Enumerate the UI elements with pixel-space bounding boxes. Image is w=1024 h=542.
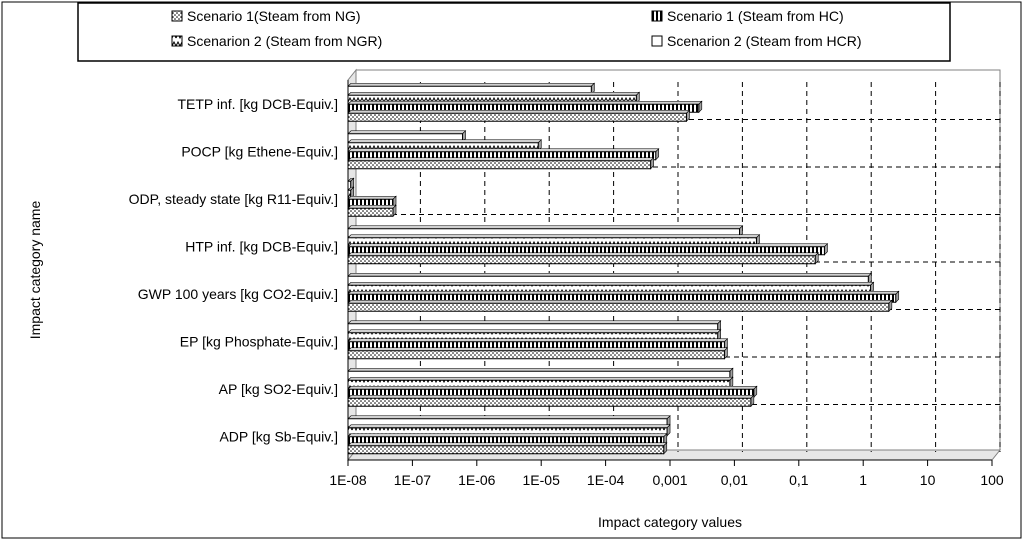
bar (347, 252, 819, 265)
legend-item: Scenario 1(Steam from NG) (171, 8, 361, 24)
x-tick-label: 1E-05 (523, 472, 561, 488)
bar (347, 195, 397, 208)
bar (347, 109, 691, 122)
bar (347, 415, 671, 428)
x-tick-label: 1E-04 (587, 472, 625, 488)
bar (347, 148, 660, 161)
category-label: ADP [kg Sb-Equiv.] (219, 428, 338, 444)
category-label: GWP 100 years [kg CO2-Equiv.] (138, 286, 338, 302)
legend-item: Scenarion 2 (Steam from HCR) (651, 33, 862, 49)
x-tick-label: 1 (859, 472, 867, 488)
bar (347, 299, 893, 312)
x-axis-title: Impact category values (598, 514, 742, 530)
bar-front-face (347, 302, 890, 312)
legend-label: Scenarion 2 (Steam from NGR) (187, 33, 382, 49)
bar-front-face (347, 207, 394, 217)
x-tick-label: 10 (920, 472, 936, 488)
legend-label: Scenarion 2 (Steam from HCR) (667, 33, 862, 49)
x-tick-label: 1E-08 (329, 472, 367, 488)
category-label: TETP inf. [kg DCB-Equiv.] (177, 96, 338, 112)
category-label: POCP [kg Ethene-Equiv.] (181, 143, 338, 159)
bar-front-face (347, 160, 652, 170)
x-tick-label: 0,01 (721, 472, 748, 488)
x-tick-label: 1E-06 (458, 472, 496, 488)
bar-front-face (347, 255, 816, 265)
x-axis-ticks: 1E-08 1E-07 1E-06 1E-05 1E-04 0,001 0,01 0,1 1 10… (329, 460, 1004, 488)
y-axis-title: Impact category name (27, 201, 43, 340)
bar (347, 204, 397, 217)
category-label: AP [kg SO2-Equiv.] (219, 381, 338, 397)
legend-swatch (651, 35, 663, 47)
legend-box (77, 2, 951, 62)
legend-label: Scenario 1 (Steam from HC) (667, 8, 844, 24)
x-tick-label: 0,001 (652, 472, 687, 488)
bar (347, 442, 668, 455)
legend-label: Scenario 1(Steam from NG) (187, 8, 361, 24)
legend-swatch (171, 35, 183, 47)
bar (347, 186, 355, 199)
x-tick-label: 1E-07 (394, 472, 432, 488)
bar-front-face (347, 397, 752, 407)
legend-item: Scenario 1 (Steam from HC) (651, 8, 844, 24)
x-tick-label: 100 (980, 472, 1004, 488)
category-labels: TETP inf. [kg DCB-Equiv.] POCP [kg Ethene… (129, 96, 338, 445)
bar (347, 394, 755, 407)
bar (347, 272, 873, 285)
bar-front-face (347, 112, 687, 122)
category-label: HTP inf. [kg DCB-Equiv.] (185, 238, 338, 254)
bar (347, 367, 734, 380)
bar-front-face (347, 350, 725, 360)
legend: Scenario 1(Steam from NG) Scenario 1 (Ste… (171, 8, 862, 49)
legend-item: Scenarion 2 (Steam from NGR) (171, 33, 382, 49)
category-label: EP [kg Phosphate-Equiv.] (180, 333, 338, 349)
legend-swatch (171, 10, 183, 22)
legend-swatch (651, 10, 663, 22)
bar (347, 157, 655, 170)
bar (347, 347, 729, 360)
category-label: ODP, steady state [kg R11-Equiv.] (129, 191, 338, 207)
x-tick-label: 0,1 (789, 472, 809, 488)
bar-front-face (347, 445, 665, 455)
bars (347, 82, 900, 455)
